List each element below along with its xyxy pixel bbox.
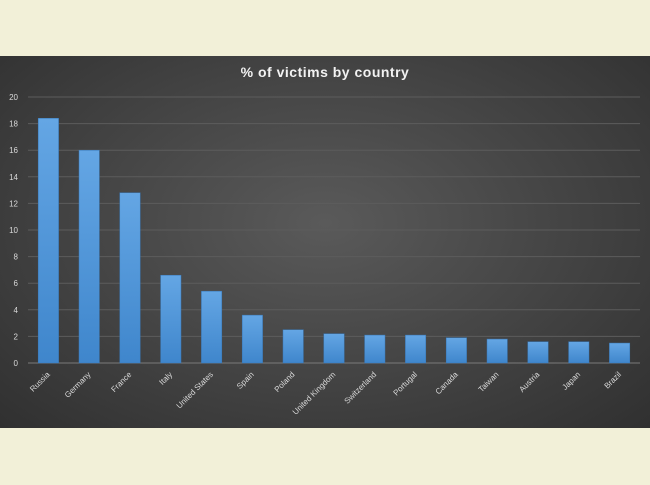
y-tick-label: 16 [9,146,18,155]
x-tick-label: Brazil [602,370,623,391]
bar-russia [37,118,59,364]
x-tick-label: Taiwan [477,370,501,394]
y-tick-label: 4 [14,306,19,315]
x-tick-label: United States [175,370,215,410]
y-tick-label: 6 [14,279,19,288]
bar-japan [568,341,590,364]
bar-chart: 0 2 4 6 8 10 12 14 16 18 20 Russia Germany France Ita… [9,93,640,417]
y-axis-ticks: 0 2 4 6 8 10 12 14 16 18 20 [9,93,18,368]
chart-title: % of victims by country [240,64,410,80]
bar-france [119,192,141,364]
bar-switzerland [364,334,386,364]
y-tick-label: 12 [9,199,18,208]
y-tick-label: 8 [14,253,19,262]
x-tick-label: Italy [157,370,174,387]
x-tick-label: United Kingdom [291,370,338,417]
y-tick-label: 18 [9,120,18,129]
x-tick-label: Switzerland [343,370,379,406]
chart-panel: % of victims by country 0 2 4 6 8 10 12 14 16 18 2… [0,56,650,428]
y-tick-label: 14 [9,173,18,182]
bar-germany [78,149,100,364]
x-tick-label: Spain [235,370,256,391]
bar-taiwan [486,338,508,364]
bar-portugal [405,334,427,364]
x-tick-label: France [109,370,133,394]
x-tick-label: Poland [273,370,297,394]
bars [37,118,631,364]
bar-canada [445,337,467,364]
x-tick-label: Portugal [392,370,420,398]
y-tick-label: 2 [14,332,19,341]
bar-united-kingdom [323,333,345,364]
bar-united-states [201,290,223,364]
y-tick-label: 20 [9,93,18,102]
bar-austria [527,341,549,364]
y-tick-label: 0 [14,359,19,368]
x-tick-label: Japan [560,370,582,392]
x-tick-label: Austria [517,370,541,394]
bar-italy [160,274,182,364]
y-tick-label: 10 [9,226,18,235]
bar-poland [282,329,304,364]
x-axis-ticks: Russia Germany France Italy United States Spa… [28,370,623,417]
x-tick-label: Russia [28,370,52,394]
bar-spain [241,314,263,364]
x-tick-label: Germany [63,370,93,400]
bar-brazil [609,342,631,364]
x-tick-label: Canada [434,370,461,397]
